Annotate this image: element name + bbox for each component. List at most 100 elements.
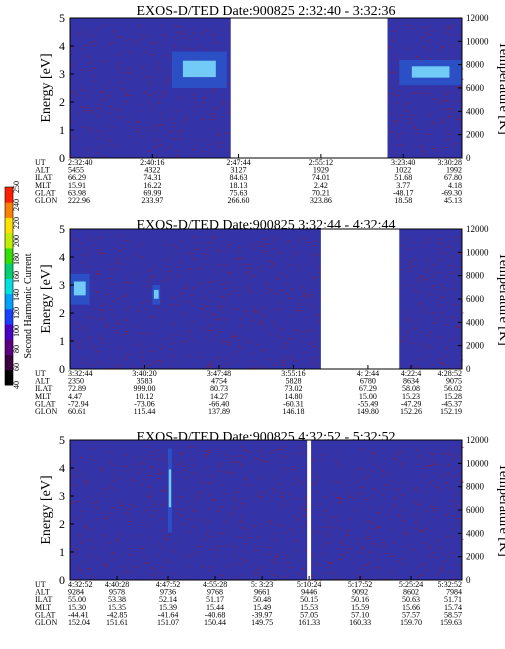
noise-dot — [153, 124, 155, 126]
noise-dot — [120, 235, 123, 237]
noise-dot — [261, 250, 264, 252]
noise-dot — [138, 25, 141, 27]
noise-dot — [104, 564, 106, 566]
colorbar-segment — [5, 247, 13, 264]
noise-dot — [212, 313, 215, 315]
y-right-tick-label: 6000 — [466, 505, 485, 515]
noise-dot — [419, 530, 422, 532]
noise-dot — [217, 510, 220, 512]
noise-dot — [247, 288, 249, 290]
noise-dot — [203, 297, 206, 299]
noise-dot — [218, 305, 221, 307]
noise-dot — [122, 88, 125, 90]
noise-dot — [79, 534, 81, 536]
noise-dot — [193, 32, 195, 33]
noise-dot — [393, 31, 395, 32]
noise-dot — [80, 106, 82, 108]
noise-dot — [206, 248, 208, 250]
orbit-value: 50.63 — [402, 595, 420, 604]
orbit-row-label: MLT — [35, 603, 51, 612]
noise-dot — [106, 322, 108, 324]
noise-dot — [177, 32, 179, 34]
noise-dot — [76, 501, 79, 503]
noise-dot — [92, 239, 94, 241]
orbit-value: 8602 — [403, 588, 419, 597]
noise-dot — [204, 454, 206, 456]
noise-dot — [436, 508, 438, 509]
noise-dot — [414, 488, 417, 490]
noise-dot — [102, 526, 104, 528]
noise-dot — [417, 304, 419, 306]
noise-dot — [129, 282, 132, 283]
noise-dot — [359, 515, 360, 517]
noise-dot — [403, 462, 406, 464]
noise-dot — [127, 121, 130, 123]
noise-dot — [92, 542, 94, 544]
noise-dot — [431, 541, 433, 543]
noise-dot — [72, 91, 75, 93]
orbit-value: 80.73 — [210, 384, 228, 393]
noise-dot — [102, 253, 105, 254]
noise-dot — [154, 573, 157, 575]
noise-dot — [207, 330, 210, 331]
noise-dot — [188, 269, 191, 270]
noise-dot — [381, 539, 383, 540]
noise-dot — [235, 258, 238, 260]
orbit-value: 5828 — [285, 377, 301, 386]
noise-dot — [123, 454, 126, 456]
noise-dot — [249, 291, 252, 293]
noise-dot — [428, 334, 431, 336]
noise-dot — [165, 489, 168, 491]
noise-dot — [162, 92, 165, 94]
noise-dot — [161, 345, 163, 346]
noise-dot — [205, 539, 207, 541]
noise-dot — [290, 264, 293, 266]
noise-dot — [103, 562, 106, 564]
noise-dot — [140, 38, 143, 40]
noise-dot — [418, 501, 420, 503]
noise-dot — [90, 111, 93, 113]
noise-dot — [285, 468, 287, 469]
noise-dot — [445, 32, 447, 34]
noise-dot — [121, 533, 123, 535]
noise-dot — [424, 154, 426, 156]
noise-dot — [177, 150, 179, 152]
noise-dot — [255, 359, 257, 361]
noise-dot — [405, 446, 407, 448]
noise-dot — [81, 243, 83, 244]
noise-dot — [260, 496, 263, 498]
noise-dot — [178, 25, 180, 27]
noise-dot — [130, 367, 132, 369]
noise-dot — [227, 244, 230, 246]
noise-dot — [135, 463, 138, 465]
noise-dot — [358, 486, 360, 488]
panel-2: EXOS-D/TED Date:900825 3:32:44 - 4:32:44… — [35, 218, 505, 416]
noise-dot — [196, 243, 198, 244]
noise-dot — [269, 520, 272, 522]
noise-dot — [138, 110, 140, 112]
noise-dot — [126, 240, 129, 241]
noise-dot — [162, 457, 165, 459]
noise-dot — [212, 92, 215, 93]
noise-dot — [169, 279, 171, 281]
noise-dot — [171, 462, 173, 464]
noise-dot — [371, 470, 373, 472]
noise-dot — [90, 503, 93, 504]
noise-dot — [312, 458, 314, 460]
noise-dot — [199, 283, 202, 285]
x-tick-label: 3:30:28 — [438, 158, 462, 167]
noise-dot — [408, 95, 410, 97]
x-tick-label: 4: 2:44 — [357, 369, 379, 378]
noise-dot — [96, 152, 99, 154]
noise-dot — [236, 309, 239, 310]
noise-dot — [94, 244, 96, 246]
noise-dot — [385, 553, 388, 554]
noise-dot — [420, 308, 422, 310]
noise-dot — [154, 473, 157, 475]
noise-dot — [402, 519, 405, 521]
noise-dot — [87, 254, 88, 256]
noise-dot — [168, 270, 171, 272]
noise-dot — [210, 481, 213, 483]
noise-dot — [80, 69, 83, 71]
noise-dot — [231, 338, 234, 339]
